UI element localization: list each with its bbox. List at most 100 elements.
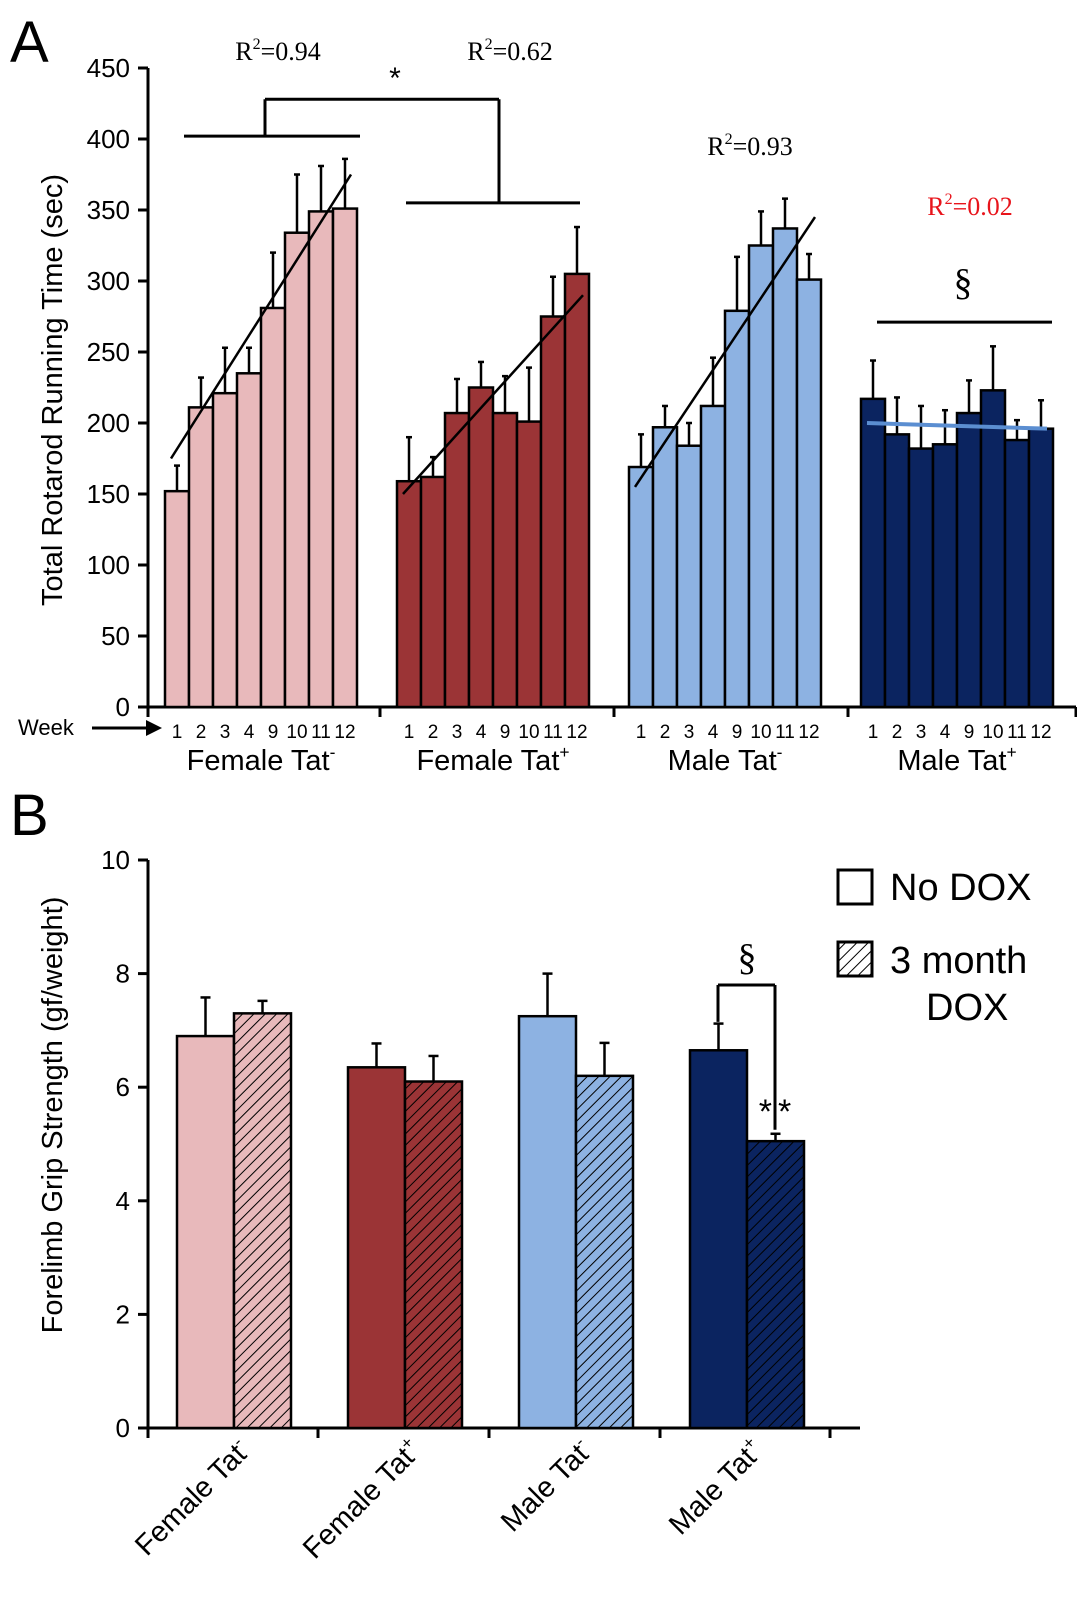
bar (747, 244, 775, 709)
bar (563, 272, 591, 709)
bar-no-dox (346, 1066, 407, 1430)
week-tick-label: 1 (172, 722, 183, 743)
week-arrow (92, 720, 162, 736)
bar-group (688, 1022, 806, 1430)
bar (931, 443, 959, 709)
bar-group (627, 197, 823, 709)
bar (211, 391, 239, 709)
legend-label-dox-line2: DOX (926, 987, 1008, 1029)
section-sign: § (738, 937, 757, 979)
trend-line (402, 294, 584, 495)
bar (1003, 438, 1031, 709)
group-label: Male Tat+ (897, 742, 1016, 777)
r-squared-label: R2=0.93 (707, 131, 793, 161)
panel-a-y-tick-label: 50 (101, 621, 130, 651)
bar (419, 475, 447, 709)
week-tick-label: 12 (334, 722, 355, 743)
trend-line (866, 421, 1048, 431)
r-squared-label: R2=0.02 (927, 191, 1013, 221)
bar-3-month-dox (745, 1139, 806, 1430)
week-tick-label: 4 (244, 722, 255, 743)
r-squared-label: R2=0.94 (235, 36, 321, 66)
week-tick-label: 10 (518, 722, 539, 743)
bar-group (859, 345, 1055, 709)
week-tick-label: 10 (750, 722, 771, 743)
bar-group (395, 225, 591, 709)
legend: No DOX 3 month DOX (836, 867, 1031, 1029)
panel-b-y-axis-label: Forelimb Grip Strength (gf/weight) (37, 897, 69, 1334)
bar (163, 489, 191, 709)
bar (795, 278, 823, 709)
panel-b-y-tick-label: 4 (116, 1186, 130, 1216)
bar (395, 479, 423, 709)
r-squared-label: R2=0.62 (467, 36, 553, 66)
panel-a-y-tick-label: 400 (87, 124, 130, 154)
significance-star: * (389, 62, 401, 95)
week-tick-label: 1 (636, 722, 647, 743)
legend-label-no-dox: No DOX (890, 867, 1031, 909)
bar-group (346, 1042, 464, 1430)
bar (883, 433, 911, 709)
bar-group (517, 972, 635, 1430)
bar (675, 444, 703, 709)
double-star: ** (759, 1093, 797, 1131)
week-tick-label: 3 (452, 722, 463, 743)
bar (955, 411, 983, 709)
bar (771, 227, 799, 709)
panel-a-y-tick-label: 200 (87, 408, 130, 438)
trend-line (633, 216, 817, 488)
legend-swatch-dox (836, 940, 874, 978)
week-tick-label: 2 (428, 722, 439, 743)
bar (467, 386, 495, 709)
category-label: Male Tat- (493, 1432, 599, 1538)
bar (259, 306, 287, 709)
week-tick-label: 10 (286, 722, 307, 743)
week-tick-label: 11 (311, 722, 331, 743)
week-tick-label: 4 (940, 722, 951, 743)
panel-a-y-tick-label: 350 (87, 195, 130, 225)
panel-b-x-axis: Female Tat- Female Tat+ Male Tat- Male Tat+ (129, 1426, 860, 1565)
bar-no-dox (175, 1034, 236, 1430)
bar (723, 309, 751, 709)
group-label: Female Tat+ (416, 742, 569, 777)
bar (187, 406, 215, 709)
bar-group (163, 157, 359, 709)
panel-a-label: A (10, 10, 49, 75)
bar (235, 372, 263, 709)
week-tick-label: 2 (196, 722, 207, 743)
group-label: Male Tat- (668, 742, 783, 777)
panel-a-y-tick-label: 100 (87, 550, 130, 580)
panel-a-bars (163, 157, 1055, 709)
bar (1027, 427, 1055, 709)
panel-b-y-tick-label: 6 (116, 1072, 130, 1102)
week-tick-label: 2 (660, 722, 671, 743)
week-tick-label: 1 (404, 722, 415, 743)
panel-b-y-tick-label: 2 (116, 1299, 130, 1329)
panel-b-y-tick-label: 10 (101, 845, 130, 875)
category-label: Male Tat+ (661, 1432, 770, 1541)
legend-label-dox-line1: 3 month (890, 940, 1027, 982)
week-tick-label: 11 (543, 722, 563, 743)
panel-a-y-tick-label: 0 (116, 692, 130, 722)
bar-3-month-dox (232, 1012, 293, 1430)
legend-swatch-no-dox (836, 868, 874, 906)
bar (699, 404, 727, 709)
section-sign: § (954, 262, 973, 304)
bar-no-dox (517, 1014, 578, 1430)
week-tick-label: 9 (964, 722, 975, 743)
bar-no-dox (688, 1049, 749, 1430)
panel-a-y-axis-label: Total Rotarod Running Time (sec) (37, 174, 69, 606)
week-tick-label: 3 (916, 722, 927, 743)
week-tick-label: 4 (708, 722, 719, 743)
bar (443, 411, 471, 709)
bar (307, 210, 335, 709)
panel-a-y-tick-label: 250 (87, 337, 130, 367)
week-tick-label: 9 (268, 722, 279, 743)
week-tick-label: 12 (798, 722, 819, 743)
bar (491, 411, 519, 709)
panel-b-bars (175, 972, 806, 1430)
week-tick-label: 11 (1007, 722, 1027, 743)
bar-3-month-dox (574, 1074, 635, 1430)
